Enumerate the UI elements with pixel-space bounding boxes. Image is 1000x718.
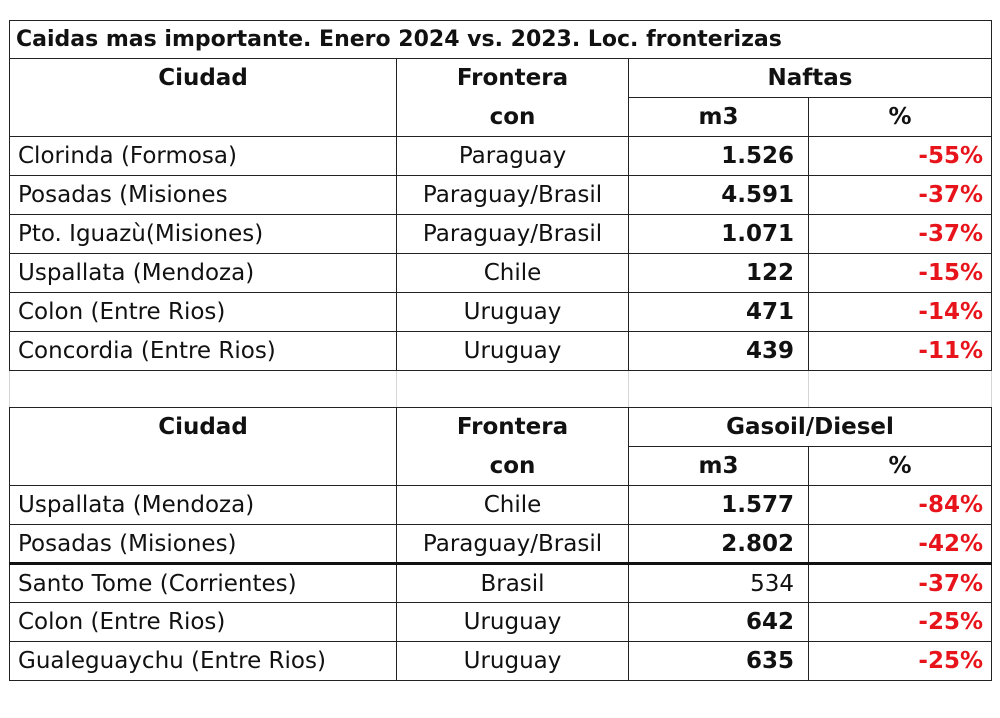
cell-pct: -37% xyxy=(807,175,993,215)
cell-pct: -25% xyxy=(807,641,993,681)
table-row: Posadas (Misiones) Paraguay/Brasil 2.802… xyxy=(9,524,993,564)
header-ciudad: Ciudad xyxy=(9,58,397,98)
cell-frontera: Paraguay/Brasil xyxy=(396,175,629,215)
header-frontera: Frontera xyxy=(396,58,629,98)
cell-frontera: Uruguay xyxy=(396,292,629,332)
table-row: Pto. Iguazù(Misiones) Paraguay/Brasil 1.… xyxy=(9,214,993,254)
cell-m3: 122 xyxy=(628,253,809,293)
header-frontera-sub: con xyxy=(396,446,629,486)
header-ciudad-empty xyxy=(9,446,397,486)
table-row: Gualeguaychu (Entre Rios) Uruguay 635 -2… xyxy=(9,641,993,681)
cell-frontera: Uruguay xyxy=(396,602,629,642)
header-naftas: Naftas xyxy=(627,58,993,98)
naftas-header-row: Ciudad Frontera Naftas xyxy=(9,58,993,98)
cell-frontera: Chile xyxy=(396,485,629,525)
gasoil-header-row: Ciudad Frontera Gasoil/Diesel xyxy=(9,407,993,447)
spreadsheet-table: Caidas mas importante. Enero 2024 vs. 20… xyxy=(8,20,993,681)
table-title: Caidas mas importante. Enero 2024 vs. 20… xyxy=(8,20,993,59)
cell-pct: -84% xyxy=(807,485,993,525)
table-row: Concordia (Entre Rios) Uruguay 439 -11% xyxy=(9,331,993,371)
cell-m3: 534 xyxy=(628,562,809,603)
cell-m3: 642 xyxy=(628,602,809,642)
table-row: Colon (Entre Rios) Uruguay 471 -14% xyxy=(9,292,993,332)
cell-frontera: Paraguay xyxy=(396,136,629,176)
cell-pct: -14% xyxy=(807,292,993,332)
header-frontera: Frontera xyxy=(396,407,629,447)
cell-ciudad: Santo Tome (Corrientes) xyxy=(9,562,397,603)
cell-pct: -15% xyxy=(807,253,993,293)
table-row: Posadas (Misiones Paraguay/Brasil 4.591 … xyxy=(9,175,993,215)
cell-pct: -37% xyxy=(807,214,993,254)
cell-frontera: Paraguay/Brasil xyxy=(396,524,629,564)
empty-row xyxy=(9,370,993,408)
cell-m3: 1.071 xyxy=(628,214,809,254)
header-ciudad: Ciudad xyxy=(9,407,397,447)
cell-m3: 1.577 xyxy=(628,485,809,525)
cell-ciudad: Posadas (Misiones) xyxy=(9,524,397,564)
cell-pct: -25% xyxy=(807,602,993,642)
cell-pct: -42% xyxy=(807,524,993,564)
cell-pct: -55% xyxy=(807,136,993,176)
cell-ciudad: Pto. Iguazù(Misiones) xyxy=(9,214,397,254)
cell-ciudad: Concordia (Entre Rios) xyxy=(9,331,397,371)
cell-ciudad: Uspallata (Mendoza) xyxy=(9,485,397,525)
empty-cell xyxy=(628,370,809,408)
gasoil-subheader-row: con m3 % xyxy=(9,446,993,486)
cell-frontera: Chile xyxy=(396,253,629,293)
table-row: Uspallata (Mendoza) Chile 1.577 -84% xyxy=(9,485,993,525)
header-m3: m3 xyxy=(628,97,809,137)
cell-frontera: Brasil xyxy=(396,562,629,603)
fuel-drop-table: Caidas mas importante. Enero 2024 vs. 20… xyxy=(8,20,993,681)
cell-m3: 2.802 xyxy=(628,524,809,564)
cell-ciudad: Posadas (Misiones xyxy=(9,175,397,215)
cell-ciudad: Gualeguaychu (Entre Rios) xyxy=(9,641,397,681)
cell-ciudad: Clorinda (Formosa) xyxy=(9,136,397,176)
header-pct: % xyxy=(807,97,993,137)
title-row: Caidas mas importante. Enero 2024 vs. 20… xyxy=(8,20,993,59)
table-row: Clorinda (Formosa) Paraguay 1.526 -55% xyxy=(9,136,993,176)
header-pct: % xyxy=(807,446,993,486)
table-row: Colon (Entre Rios) Uruguay 642 -25% xyxy=(9,602,993,642)
empty-cell xyxy=(396,370,629,408)
table-row: Uspallata (Mendoza) Chile 122 -15% xyxy=(9,253,993,293)
header-gasoil: Gasoil/Diesel xyxy=(627,407,993,447)
cell-frontera: Uruguay xyxy=(396,331,629,371)
cell-m3: 1.526 xyxy=(628,136,809,176)
naftas-subheader-row: con m3 % xyxy=(9,97,993,137)
cell-pct: -11% xyxy=(807,331,993,371)
empty-cell xyxy=(9,370,397,408)
header-ciudad-empty xyxy=(9,97,397,137)
cell-ciudad: Colon (Entre Rios) xyxy=(9,292,397,332)
header-m3: m3 xyxy=(628,446,809,486)
cell-frontera: Uruguay xyxy=(396,641,629,681)
cell-ciudad: Uspallata (Mendoza) xyxy=(9,253,397,293)
cell-ciudad: Colon (Entre Rios) xyxy=(9,602,397,642)
cell-frontera: Paraguay/Brasil xyxy=(396,214,629,254)
empty-cell xyxy=(807,370,993,408)
cell-m3: 4.591 xyxy=(628,175,809,215)
cell-pct: -37% xyxy=(807,562,993,603)
table-row: Santo Tome (Corrientes) Brasil 534 -37% xyxy=(9,562,993,603)
cell-m3: 471 xyxy=(628,292,809,332)
cell-m3: 439 xyxy=(628,331,809,371)
cell-m3: 635 xyxy=(628,641,809,681)
header-frontera-sub: con xyxy=(396,97,629,137)
